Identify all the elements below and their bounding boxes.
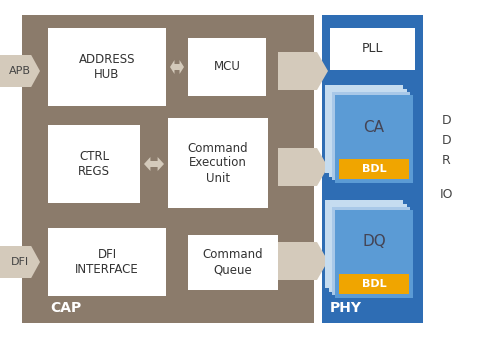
Polygon shape (278, 242, 328, 280)
Polygon shape (278, 52, 328, 90)
Bar (335, 95, 413, 183)
Text: DFI
INTERFACE: DFI INTERFACE (75, 248, 139, 276)
Polygon shape (0, 246, 40, 278)
Text: PLL: PLL (362, 42, 383, 56)
Bar (150, 161, 157, 167)
Polygon shape (170, 60, 175, 74)
Text: IO: IO (440, 188, 453, 201)
Bar (22, 15, 314, 323)
Bar (48, 28, 166, 106)
Text: ADDRESS
HUB: ADDRESS HUB (79, 53, 135, 81)
Text: D: D (442, 114, 451, 127)
Text: Command
Execution
Unit: Command Execution Unit (188, 141, 248, 185)
Text: BDL: BDL (362, 279, 386, 289)
Text: PHY: PHY (330, 301, 362, 315)
Bar (339, 159, 409, 179)
Polygon shape (180, 60, 184, 74)
Bar (329, 204, 407, 292)
Bar (332, 92, 410, 180)
Text: CTRL
REGS: CTRL REGS (78, 150, 110, 178)
Polygon shape (157, 157, 164, 171)
Bar (48, 228, 166, 296)
Bar (188, 38, 266, 96)
Bar (322, 15, 470, 323)
Text: DFI: DFI (11, 257, 29, 267)
Bar (168, 118, 268, 208)
Bar (175, 64, 180, 70)
Text: BDL: BDL (362, 164, 386, 174)
Bar (423, 15, 470, 323)
Bar (335, 210, 413, 298)
Text: DQ: DQ (362, 235, 386, 249)
Text: D: D (442, 134, 451, 147)
Bar (332, 207, 410, 295)
Bar (339, 274, 409, 294)
Bar (330, 28, 415, 70)
Text: CA: CA (363, 119, 384, 135)
Bar (188, 235, 278, 290)
Polygon shape (144, 157, 150, 171)
Text: Command
Queue: Command Queue (203, 248, 264, 276)
Text: CAP: CAP (50, 301, 81, 315)
Text: R: R (442, 154, 451, 167)
Text: MCU: MCU (214, 60, 240, 73)
Bar (325, 85, 403, 173)
Polygon shape (0, 55, 40, 87)
Bar (325, 200, 403, 288)
Bar (329, 89, 407, 177)
Text: APB: APB (9, 66, 31, 76)
Bar (48, 125, 140, 203)
Polygon shape (278, 148, 328, 186)
